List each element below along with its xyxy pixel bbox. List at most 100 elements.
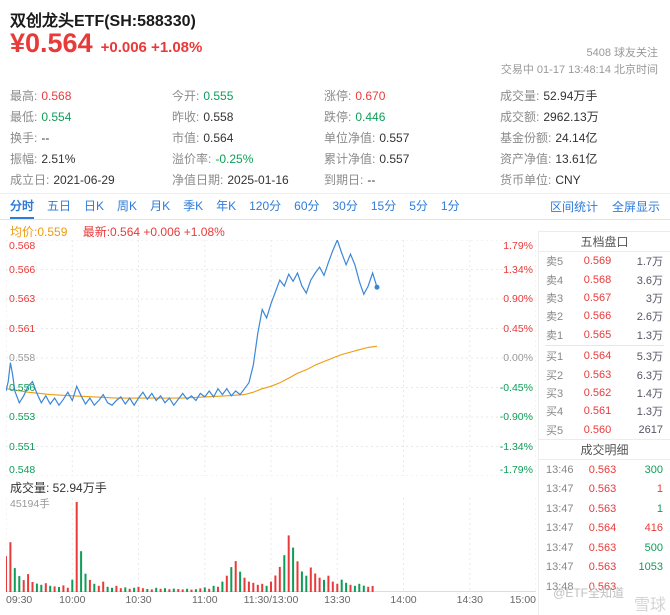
level-volume: 1.4万	[636, 387, 663, 400]
x-axis-label: 10:30	[125, 594, 152, 606]
tab-120min[interactable]: 120分	[249, 199, 282, 213]
tab-5day[interactable]: 五日	[47, 199, 72, 213]
tab-1min[interactable]: 1分	[440, 199, 460, 213]
action-range-stats[interactable]: 区间统计	[549, 200, 598, 214]
tab-60min[interactable]: 60分	[294, 199, 320, 213]
stat-label: 货币单位:	[500, 173, 552, 187]
stat-label: 换手:	[10, 131, 38, 145]
tab-30min[interactable]: 30分	[332, 199, 358, 213]
stat-volume: 成交量: 52.94万手	[500, 85, 662, 106]
trade-row: 13:46 0.563 300	[539, 460, 670, 480]
x-axis-label: 09:30	[6, 594, 33, 606]
level-label: 买3	[546, 387, 564, 400]
x-axis-label: 15:00	[509, 594, 536, 606]
bid-row[interactable]: 买3 0.562 1.4万	[539, 384, 670, 402]
tab-day-k[interactable]: 日K	[84, 199, 105, 213]
tab-year-k[interactable]: 年K	[216, 199, 237, 213]
stat-inception-date: 成立日: 2021-06-29	[10, 169, 172, 190]
tab-quarter-k[interactable]: 季K	[183, 199, 204, 213]
trade-volume: 500	[644, 541, 663, 554]
stat-value: 2025-01-16	[227, 172, 289, 187]
level-label: 卖2	[546, 311, 564, 324]
trades-title: 成交明细	[539, 438, 670, 460]
stat-open: 今开: 0.555	[172, 85, 324, 106]
tab-month-k[interactable]: 月K	[150, 199, 171, 213]
bid-row[interactable]: 买5 0.560 2617	[539, 421, 670, 439]
stat-value: 0.554	[41, 109, 72, 124]
stat-value: 0.568	[41, 88, 72, 103]
bid-row[interactable]: 买1 0.564 5.3万	[539, 347, 670, 365]
x-axis-label: 14:30	[456, 594, 483, 606]
bid-row[interactable]: 买4 0.561 1.3万	[539, 402, 670, 420]
price-change: +0.006 +1.08%	[100, 39, 203, 56]
level-volume: 1.7万	[636, 256, 663, 269]
stat-label: 累计净值:	[324, 152, 376, 166]
trade-price: 0.563	[588, 463, 617, 476]
stat-amount: 成交额: 2962.13万	[500, 106, 662, 127]
stat-premium-rate: 溢价率: -0.25%	[172, 148, 324, 169]
stat-label: 涨停:	[324, 89, 352, 103]
stat-value: 0.555	[203, 88, 234, 103]
trade-price: 0.563	[588, 580, 617, 593]
current-price: ¥0.564	[10, 28, 93, 58]
stat-value: 0.558	[203, 109, 234, 124]
trade-volume: 1053	[638, 561, 663, 574]
volume-chart[interactable]	[6, 498, 536, 592]
chart-legend: 均价:0.559 最新:0.564 +0.006 +1.08%	[10, 223, 225, 240]
level-price: 0.562	[583, 386, 612, 399]
stat-value: 0.564	[203, 130, 234, 145]
ask-row[interactable]: 卖5 0.569 1.7万	[539, 252, 670, 270]
stat-value: 2021-06-29	[53, 172, 115, 187]
ask-row[interactable]: 卖3 0.567 3万	[539, 289, 670, 307]
intraday-price-chart[interactable]: 0.568 1.79% 0.566 1.34% 0.563 0.90% 0.561 0.45%…	[6, 240, 536, 476]
period-tabbar: 分时 五日 日K 周K 月K 季K 年K 120分 60分 30分 15分 5分 1分 区间统计 全屏显示	[0, 193, 670, 220]
tab-week-k[interactable]: 周K	[117, 199, 138, 213]
stat-value: --	[367, 172, 376, 187]
stat-high: 最高: 0.568	[10, 85, 172, 106]
stat-unit-nav: 单位净值: 0.557	[324, 127, 500, 148]
stat-value: 24.14亿	[555, 131, 598, 145]
bid-row[interactable]: 买2 0.563 6.3万	[539, 365, 670, 383]
stat-value: 2962.13万	[543, 110, 599, 124]
stat-label: 溢价率:	[172, 152, 212, 166]
stat-value: 0.446	[355, 109, 386, 124]
level-label: 买5	[546, 424, 564, 437]
market-status: 交易中 01-17 13:48:14 北京时间	[500, 64, 658, 76]
level-price: 0.566	[583, 310, 612, 323]
trade-price: 0.563	[588, 502, 617, 515]
stat-label: 到期日:	[324, 173, 364, 187]
stat-net-assets: 资产净值: 13.61亿	[500, 148, 662, 169]
header-right: 5408 球友关注 交易中 01-17 13:48:14 北京时间	[501, 45, 658, 79]
stat-label: 振幅:	[10, 152, 38, 166]
level-price: 0.560	[583, 423, 612, 436]
latest-price-legend: 最新:0.564 +0.006 +1.08%	[82, 225, 225, 239]
level-volume: 2.6万	[636, 311, 663, 324]
page-title: 双创龙头ETF(SH:588330)	[10, 13, 196, 30]
ask-row[interactable]: 卖4 0.568 3.6万	[539, 270, 670, 288]
followers-link[interactable]: 5408 球友关注	[586, 47, 658, 59]
action-fullscreen[interactable]: 全屏显示	[611, 200, 660, 214]
stat-value: -0.25%	[215, 151, 254, 166]
tab-5min[interactable]: 5分	[409, 199, 428, 213]
trade-price: 0.563	[588, 561, 617, 574]
ask-row[interactable]: 卖2 0.566 2.6万	[539, 307, 670, 325]
ask-row[interactable]: 卖1 0.565 1.3万	[539, 326, 670, 344]
level-volume: 3万	[645, 292, 663, 305]
trade-price: 0.563	[588, 483, 617, 496]
stat-fund-shares: 基金份额: 24.14亿	[500, 127, 662, 148]
stat-value: 0.670	[355, 88, 386, 103]
stat-limit-down: 跌停: 0.446	[324, 106, 500, 127]
stat-label: 市值:	[172, 131, 200, 145]
tabs: 分时 五日 日K 周K 月K 季K 年K 120分 60分 30分 15分 5分 1分	[10, 194, 473, 219]
x-axis-label: 10:00	[59, 594, 86, 606]
tab-15min[interactable]: 15分	[370, 199, 397, 213]
tab-minute[interactable]: 分时	[10, 194, 35, 219]
level-label: 买2	[546, 369, 564, 382]
stat-value: 52.94万手	[543, 89, 598, 103]
level-price: 0.565	[583, 328, 612, 341]
trade-row: 13:48 0.563	[539, 577, 670, 597]
trade-time: 13:47	[546, 502, 574, 515]
stat-low: 最低: 0.554	[10, 106, 172, 127]
trade-volume: 1	[656, 483, 663, 496]
x-axis-label: 13:30	[324, 594, 351, 606]
